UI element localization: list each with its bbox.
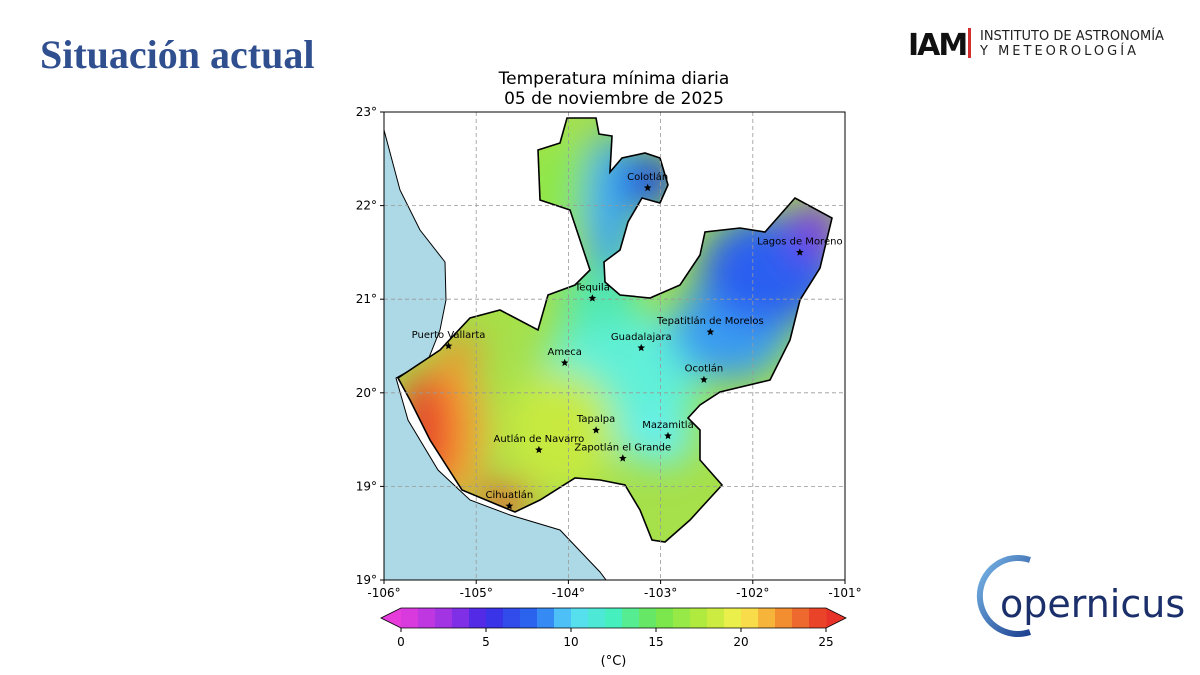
- y-tick-label: 23°: [356, 105, 377, 119]
- colorbar-step: [724, 608, 742, 628]
- city-label: Cihuatlán: [486, 489, 534, 501]
- x-tick-label: -105°: [460, 586, 493, 600]
- city-marker: [444, 342, 453, 350]
- logo-text: opernicus: [1000, 582, 1185, 626]
- city-marker: [592, 426, 600, 434]
- map-title-line: Temperatura mínima diaria: [498, 69, 730, 89]
- city-label: Tepatitlán de Morelos: [656, 315, 764, 327]
- colorbar-step: [418, 608, 436, 628]
- colorbar-step: [503, 608, 521, 628]
- axes-frame: [383, 111, 846, 581]
- city-marker: [588, 294, 597, 302]
- colorbar-step: [537, 608, 555, 628]
- colorbar-step: [401, 608, 419, 628]
- colorbar-step: [520, 608, 538, 628]
- city-label: Zapotlán el Grande: [574, 441, 671, 453]
- city-label: Ocotlán: [685, 363, 724, 375]
- colorbar-step: [690, 608, 708, 628]
- city-marker: [664, 431, 672, 440]
- logo-line: Y METEOROLOGÍA: [979, 43, 1139, 59]
- map-area: Colotlán Lagos de Moreno Tequila Tepatitlán…: [384, 112, 845, 580]
- colorbar-step: [435, 608, 453, 628]
- city-marker: [560, 358, 569, 367]
- colorbar-step: [469, 608, 487, 628]
- map-title: Temperatura mínima diaria 05 de noviembr…: [498, 69, 730, 109]
- city-marker: [700, 375, 708, 383]
- colorbar-step: [758, 608, 776, 628]
- city-label: Guadalajara: [611, 332, 672, 343]
- cities: Colotlán Lagos de Moreno Tequila Tepatitlán…: [412, 171, 843, 510]
- city-marker: [796, 248, 804, 256]
- city-marker: [505, 502, 514, 510]
- y-tick-label: 22°: [356, 199, 377, 213]
- map-title-line: 05 de noviembre de 2025: [504, 89, 724, 109]
- state-border: [396, 117, 833, 543]
- colorbar-step: [622, 608, 640, 628]
- y-tick-label: 20°: [356, 386, 377, 400]
- colorbar-tick-label: 15: [648, 635, 663, 649]
- colorbar-step: [486, 608, 504, 628]
- colorbar-label: (°C): [601, 654, 627, 669]
- city-label: Mazamitla: [642, 420, 693, 431]
- colorbar-step: [707, 608, 725, 628]
- ticks: -106° -105° -104° -103° -102° -101° 19° 19° 20° 2…: [356, 105, 862, 600]
- city-marker: [706, 328, 715, 336]
- colorbar-extend: [826, 608, 846, 628]
- iam-logo: IAM INSTITUTO DE ASTRONOMÍA Y METEOROLOG…: [908, 28, 1164, 63]
- grid: [384, 112, 845, 580]
- colorbar-tick-label: 20: [733, 635, 748, 649]
- x-tick-label: -103°: [644, 586, 677, 600]
- colorbar-step: [571, 608, 589, 628]
- city-label: Puerto Vallarta: [412, 330, 486, 341]
- x-tick-label: -106°: [367, 586, 400, 600]
- city-label: Ameca: [548, 347, 582, 358]
- ocean: [384, 112, 607, 580]
- colorbar-step: [452, 608, 470, 628]
- colorbar-tick-label: 5: [482, 635, 490, 649]
- city-label: Autlán de Navarro: [493, 433, 584, 445]
- logo-line: INSTITUTO DE ASTRONOMÍA: [980, 28, 1164, 44]
- city-marker: [619, 454, 627, 462]
- colorbar-step: [673, 608, 691, 628]
- city-marker: [535, 445, 543, 454]
- city-marker: [643, 183, 652, 192]
- colorbar-step: [741, 608, 759, 628]
- colorbar-tick-label: 10: [563, 635, 578, 649]
- y-tick-label: 21°: [356, 292, 377, 306]
- colorbar-step: [639, 608, 657, 628]
- logo-swoosh: [976, 555, 1031, 637]
- logo-mark: IAM: [908, 28, 966, 63]
- colorbar-tick-label: 25: [818, 635, 833, 649]
- colorbar: 0 5 10 15 20 25 (°C): [380, 607, 847, 669]
- colorbar-step: [588, 608, 606, 628]
- x-tick-label: -102°: [736, 586, 769, 600]
- logo-bar: [968, 28, 971, 58]
- x-tick-label: -104°: [552, 586, 585, 600]
- y-tick-label: 19°: [356, 573, 377, 587]
- colorbar-step: [656, 608, 674, 628]
- x-tick-label: -101°: [828, 586, 861, 600]
- colorbar-step: [792, 608, 810, 628]
- colorbar-step: [554, 608, 572, 628]
- colorbar-tick-label: 0: [397, 635, 405, 649]
- city-label: Tequila: [574, 282, 610, 293]
- slide-title: Situación actual: [40, 32, 314, 77]
- colorbar-step: [605, 608, 623, 628]
- city-label: Colotlán: [627, 171, 668, 183]
- colorbar-extend: [381, 608, 401, 628]
- city-label: Lagos de Moreno: [757, 236, 842, 247]
- city-label: Tapalpa: [576, 414, 615, 425]
- colorbar-step: [775, 608, 793, 628]
- colorbar-step: [809, 608, 827, 628]
- y-tick-label: 19°: [356, 479, 377, 493]
- city-marker: [637, 343, 645, 352]
- copernicus-logo: opernicus: [976, 555, 1185, 637]
